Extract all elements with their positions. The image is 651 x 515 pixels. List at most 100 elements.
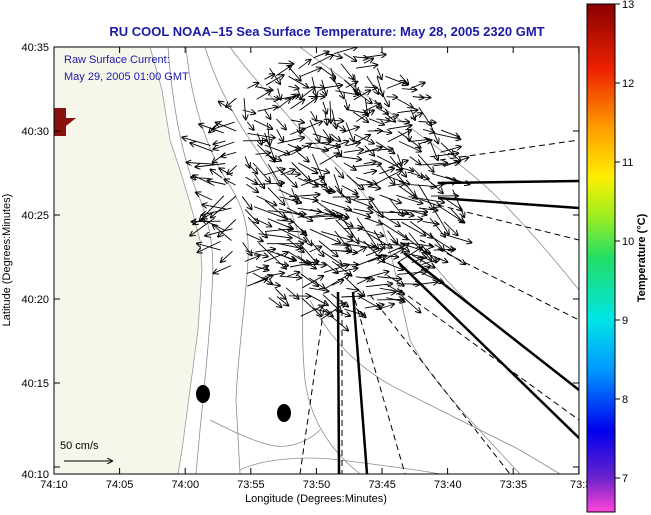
current-vector — [374, 170, 401, 185]
current-vector — [288, 195, 320, 197]
current-vector — [353, 90, 370, 101]
current-vector — [418, 122, 436, 123]
current-vector — [333, 174, 341, 193]
current-vector — [434, 244, 465, 264]
current-vector — [299, 98, 317, 111]
current-vector — [330, 133, 341, 141]
current-vector — [242, 241, 252, 255]
current-vector — [387, 230, 397, 244]
current-vector — [343, 208, 371, 217]
current-vector — [244, 208, 258, 223]
current-vector — [323, 119, 344, 121]
current-vector — [187, 163, 215, 165]
current-vector — [367, 292, 395, 297]
current-vector — [450, 208, 463, 222]
current-vector — [241, 196, 251, 209]
current-vector — [351, 135, 370, 146]
current-vector — [277, 138, 305, 144]
x-tick-label: 74:00 — [172, 479, 200, 491]
x-tick-label: 73:3 — [570, 479, 591, 491]
current-vector — [388, 161, 407, 169]
current-vector — [343, 162, 356, 170]
current-vector — [398, 140, 421, 151]
current-vector — [356, 227, 384, 236]
current-vector — [422, 221, 439, 224]
current-vector — [199, 124, 224, 134]
current-vector — [253, 119, 272, 129]
current-vector — [422, 251, 448, 262]
current-vector — [386, 297, 404, 302]
current-vector — [331, 109, 337, 128]
current-vector — [377, 249, 404, 264]
inset-current-time: May 29, 2005 01:00 GMT — [64, 71, 189, 83]
y-tick-label: 40:20 — [21, 294, 49, 306]
current-vector — [440, 232, 472, 242]
current-vector — [218, 219, 237, 237]
current-vector — [309, 247, 321, 253]
current-vector — [330, 250, 351, 251]
current-vector — [313, 52, 329, 59]
current-vector — [397, 272, 427, 275]
current-vector — [418, 208, 438, 210]
current-vector — [202, 207, 232, 215]
current-vector — [368, 187, 380, 189]
current-vector — [411, 258, 423, 264]
current-vector — [363, 162, 376, 164]
current-vector — [355, 307, 366, 317]
current-vector — [276, 252, 295, 261]
current-vector — [221, 250, 233, 262]
current-vector — [368, 118, 384, 125]
current-vector — [344, 228, 363, 229]
x-tick-label: 74:05 — [106, 479, 134, 491]
current-vector — [364, 104, 380, 112]
current-vector — [421, 259, 440, 266]
current-vector — [267, 187, 285, 205]
x-tick-label: 73:40 — [434, 479, 462, 491]
current-vector — [290, 120, 304, 123]
current-vector — [352, 57, 368, 59]
current-vector — [343, 53, 357, 61]
colorbar-tick-label: 13 — [622, 0, 634, 11]
current-vector — [376, 119, 389, 121]
current-vector — [321, 141, 349, 152]
current-vector — [324, 217, 342, 219]
current-vector — [257, 107, 278, 112]
current-vector — [343, 276, 364, 296]
current-vector — [277, 99, 290, 110]
current-vector — [280, 170, 295, 176]
current-vector — [335, 219, 353, 237]
colorbar-tick-label: 11 — [622, 157, 633, 169]
current-vector — [278, 63, 293, 64]
current-vector — [276, 118, 286, 129]
current-vector — [355, 65, 377, 69]
current-vector — [226, 97, 237, 107]
current-vector — [377, 220, 408, 240]
current-vector — [285, 287, 299, 299]
current-vector — [330, 100, 331, 123]
current-vector — [300, 177, 324, 187]
current-vector — [246, 233, 262, 241]
current-vector — [214, 141, 226, 144]
current-vector — [433, 163, 459, 167]
current-vector — [311, 55, 333, 67]
current-vector — [422, 129, 434, 132]
current-vector — [401, 168, 413, 171]
current-vector — [264, 229, 293, 232]
current-vector — [357, 295, 381, 309]
current-vector — [396, 173, 416, 196]
current-vector — [412, 97, 424, 98]
current-vector — [376, 107, 388, 114]
x-axis-label: Longitude (Degrees:Minutes) — [245, 493, 387, 505]
current-vector — [352, 88, 372, 103]
current-vector — [255, 249, 275, 252]
current-vector — [363, 171, 377, 174]
current-vector — [433, 249, 456, 250]
current-vector — [267, 284, 280, 286]
current-vector — [276, 129, 284, 141]
current-vector — [411, 267, 430, 277]
current-vector — [246, 121, 253, 130]
current-vector — [443, 197, 462, 210]
current-vector — [253, 217, 271, 226]
map-plot-area — [54, 47, 579, 474]
